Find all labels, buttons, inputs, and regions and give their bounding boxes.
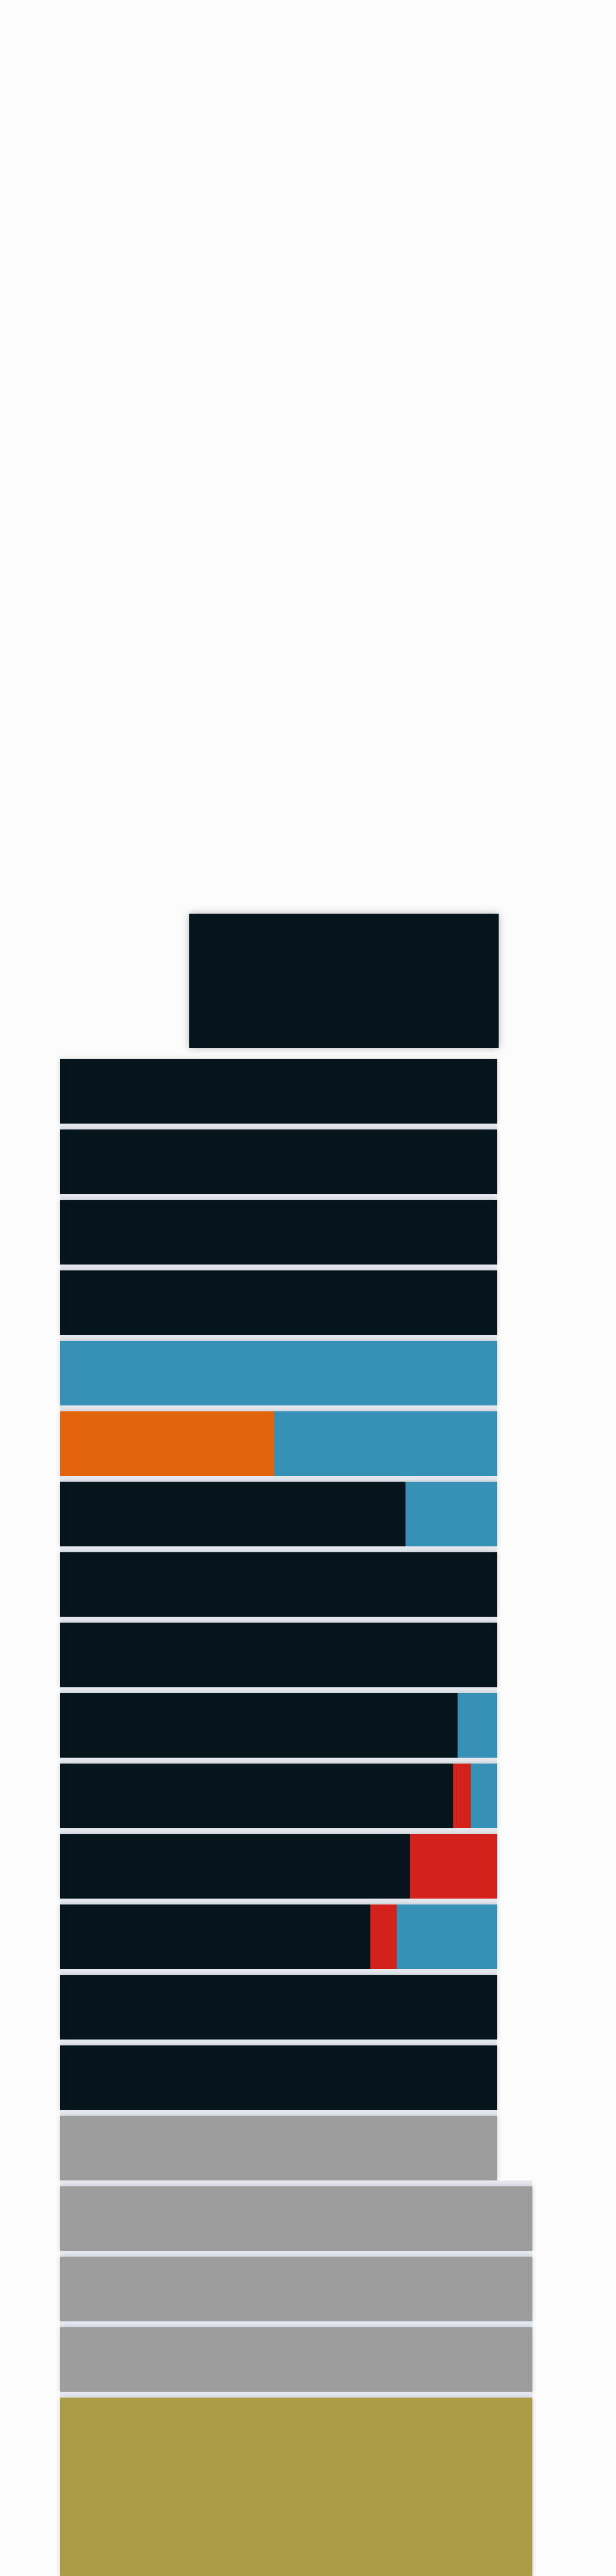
row-segment-blue [274,1411,497,1476]
row-segment-red [409,1834,497,1899]
block-row [60,2186,532,2251]
row-separator [60,1899,497,1904]
row-separator [60,1476,497,1482]
row-separator [60,1405,497,1411]
row-separator [60,2251,532,2257]
top-block [189,914,499,1048]
row-segment-dark [60,1693,458,1758]
block-row [60,1904,497,1969]
row-segment-dark [60,1059,497,1124]
block-row [60,1834,497,1899]
row-segment-blue [458,1693,497,1758]
block-row [60,2116,497,2180]
block-row [60,2398,532,2576]
row-segment-dark [60,1552,497,1617]
block-row [60,2045,497,2110]
block-row [60,1693,497,1758]
row-segment-dark [60,1270,497,1335]
block-row [60,1129,497,1194]
row-separator [60,1758,497,1764]
row-segment-olive [60,2398,532,2576]
row-separator [60,2180,532,2186]
row-segment-red [370,1904,397,1969]
row-segment-blue [405,1482,497,1546]
row-segment-dark [60,1200,497,1265]
block-row [60,1623,497,1687]
row-segment-dark [60,1129,497,1194]
block-row [60,1341,497,1405]
row-segment-gray [60,2186,532,2251]
row-segment-red [453,1764,472,1828]
row-segment-blue [396,1904,497,1969]
row-segment-blue [471,1764,497,1828]
row-segment-gray [60,2257,532,2321]
block-row [60,1764,497,1828]
row-separator [60,1687,497,1693]
row-separator [60,1617,497,1623]
row-segment-dark [60,1623,497,1687]
block-row [60,1482,497,1546]
block-row [60,1270,497,1335]
row-segment-dark [60,1904,371,1969]
block-row [60,1200,497,1265]
row-separator [60,2040,497,2045]
row-segment-dark [60,1834,410,1899]
row-segment-gray [60,2116,497,2180]
row-segment-orange [60,1411,275,1476]
row-segment-dark [60,2045,497,2110]
block-row [60,1552,497,1617]
row-separator [60,2110,497,2116]
row-separator [60,1546,497,1552]
block-row [60,1059,497,1124]
row-separator [60,1335,497,1341]
row-separator [60,1124,497,1129]
row-segment-gray [60,2327,532,2392]
block-row [60,1975,497,2040]
row-separator [60,1194,497,1200]
row-separator [60,1265,497,1270]
row-segment-dark [60,1764,454,1828]
block-row [60,1411,497,1476]
block-row [60,2327,532,2392]
row-segment-dark [60,1975,497,2040]
row-separator [60,1828,497,1834]
row-separator [60,2392,532,2398]
row-segment-dark [60,1482,406,1546]
row-segment-blue [60,1341,497,1405]
row-separator [60,1969,497,1975]
block-row [60,2257,532,2321]
row-separator [60,2321,532,2327]
